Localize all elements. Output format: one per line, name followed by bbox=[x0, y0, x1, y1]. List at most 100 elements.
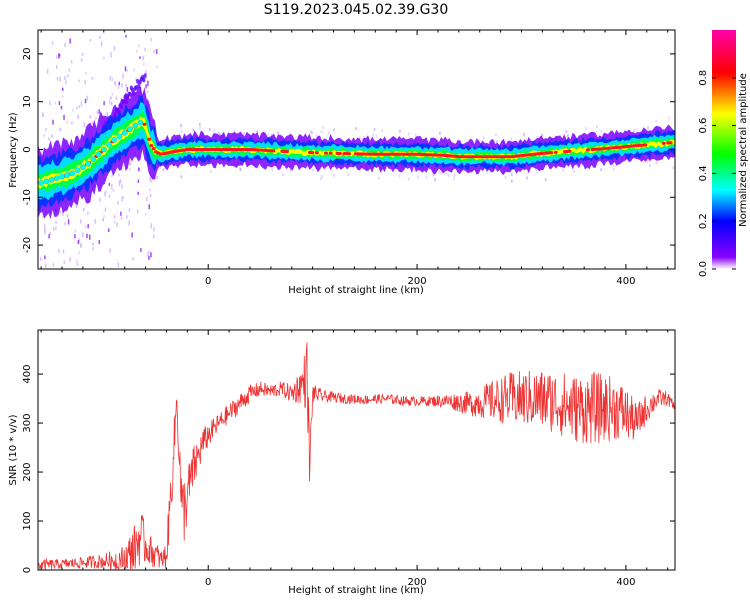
spectrogram-noise-cell bbox=[113, 215, 116, 219]
spectrogram-noise-cell bbox=[155, 65, 158, 69]
spectrogram-peak-cell bbox=[111, 137, 118, 143]
spectrogram-secondary-cell bbox=[142, 77, 146, 83]
spectrogram-noise-cell bbox=[61, 95, 64, 99]
y-tick-label: 200 bbox=[22, 462, 33, 481]
spectrogram-noise-cell bbox=[113, 45, 116, 51]
spectrogram-noise-cell bbox=[75, 202, 78, 208]
spectrogram-noise-cell bbox=[110, 102, 113, 106]
spectrogram-noise-cell bbox=[282, 173, 284, 177]
spectrogram-noise-cell bbox=[347, 172, 350, 176]
x-tick-label: 400 bbox=[616, 276, 635, 287]
spectrogram-noise-cell bbox=[198, 162, 201, 166]
spectrogram-noise-cell bbox=[149, 188, 151, 192]
spectrogram-noise-cell bbox=[60, 105, 63, 109]
spectrogram-noise-cell bbox=[144, 212, 147, 216]
spectrogram-noise-cell bbox=[104, 207, 107, 212]
spectrogram-noise-cell bbox=[48, 234, 50, 239]
spectrogram-noise-cell bbox=[417, 175, 419, 179]
colorbar-tick-label: 0.8 bbox=[698, 70, 709, 86]
spectrogram-noise-cell bbox=[511, 179, 513, 183]
spectrogram-noise-cell bbox=[100, 41, 103, 47]
spectrogram-noise-cell bbox=[414, 133, 417, 137]
spectrogram-noise-cell bbox=[526, 176, 528, 180]
spectrogram-noise-cell bbox=[49, 232, 51, 236]
spectrogram-noise-cell bbox=[103, 56, 105, 60]
spectrogram-noise-cell bbox=[149, 103, 151, 108]
spectrogram-noise-cell bbox=[110, 52, 112, 58]
colorbar-gradient bbox=[712, 30, 736, 269]
spectrogram-noise-cell bbox=[147, 253, 149, 257]
spectrogram-noise-cell bbox=[218, 131, 220, 135]
spectrogram-noise-cell bbox=[91, 76, 94, 80]
spectrogram-noise-cell bbox=[144, 48, 146, 52]
spectrogram-noise-cell bbox=[210, 169, 212, 173]
spectrogram-noise-cell bbox=[154, 176, 157, 180]
spectrogram-noise-cell bbox=[68, 69, 71, 72]
spectrogram-peak-cell bbox=[132, 122, 138, 129]
spectrogram-noise-cell bbox=[142, 55, 144, 61]
spectrogram-noise-cell bbox=[55, 220, 57, 224]
spectrogram-noise-cell bbox=[149, 177, 151, 181]
spectrogram-noise-cell bbox=[86, 233, 88, 239]
spectrogram-noise-cell bbox=[99, 35, 101, 40]
spectrogram-noise-cell bbox=[88, 234, 91, 240]
y-tick-label: 100 bbox=[22, 511, 33, 530]
spectrogram-noise-cell bbox=[137, 179, 140, 183]
spectrogram-noise-cell bbox=[103, 214, 105, 218]
spectrogram-noise-cell bbox=[305, 165, 308, 169]
spectrogram-noise-cell bbox=[233, 129, 236, 133]
spectrogram-noise-cell bbox=[361, 138, 364, 142]
spectrogram-peak-cell bbox=[149, 143, 154, 148]
spectrogram-noise-cell bbox=[150, 252, 152, 258]
snr-frame bbox=[37, 329, 676, 571]
spectrogram-noise-cell bbox=[111, 92, 114, 96]
spectrogram-noise-cell bbox=[105, 190, 107, 194]
spectrogram-noise-cell bbox=[359, 136, 361, 140]
spectrogram-panel: 0 200 400 -20 -10 0 10 20 Height of straight li… bbox=[8, 29, 676, 296]
spectrogram-noise-cell bbox=[219, 132, 221, 136]
spectrogram-noise-cell bbox=[76, 106, 78, 110]
spectrogram-noise-cell bbox=[114, 81, 116, 85]
spectrogram-noise-cell bbox=[439, 131, 441, 135]
spectrogram-noise-cell bbox=[74, 234, 76, 239]
spectrogram-noise-cell bbox=[66, 120, 69, 124]
spectrogram-peak-cell bbox=[100, 146, 107, 153]
spectrogram-noise-cell bbox=[150, 223, 153, 229]
spectrogram-noise-cell bbox=[84, 225, 87, 229]
spectrogram-noise-cell bbox=[137, 191, 139, 195]
spectrogram-noise-cell bbox=[311, 130, 314, 134]
spectrogram-noise-cell bbox=[407, 132, 410, 136]
spectrogram-noise-cell bbox=[155, 49, 158, 55]
spectrogram-noise-cell bbox=[672, 166, 674, 170]
spectrogram-peak-cell bbox=[314, 151, 319, 155]
spectrogram-noise-cell bbox=[632, 129, 635, 133]
spectrogram-noise-cell bbox=[256, 130, 259, 134]
y-tick-label: 10 bbox=[22, 95, 33, 108]
spectrogram-noise-cell bbox=[315, 133, 318, 137]
spectrogram-noise-cell bbox=[111, 174, 113, 178]
spectrogram-noise-cell bbox=[180, 124, 182, 128]
spectrogram-noise-cell bbox=[413, 168, 415, 172]
spectrogram-noise-cell bbox=[407, 177, 410, 181]
snr-x-axis-label: Height of straight line (km) bbox=[288, 585, 424, 596]
spectrogram-noise-cell bbox=[61, 211, 64, 216]
spectrogram-noise-cell bbox=[87, 224, 89, 229]
spectrogram-peak-cell bbox=[90, 156, 97, 162]
spectrogram-noise-cell bbox=[77, 114, 79, 120]
spectrogram-noise-cell bbox=[310, 130, 312, 134]
spectrogram-noise-cell bbox=[180, 175, 183, 179]
spectrogram-peak-cell bbox=[643, 143, 648, 147]
spectrogram-noise-cell bbox=[77, 239, 80, 245]
spectrogram-noise-cell bbox=[78, 79, 80, 83]
spectrogram-noise-cell bbox=[67, 219, 70, 225]
spectrogram-noise-cell bbox=[104, 191, 106, 197]
spectrogram-noise-cell bbox=[76, 262, 79, 266]
spectrogram-noise-cell bbox=[128, 220, 130, 226]
spectrogram-noise-cell bbox=[53, 212, 55, 217]
y-tick-label: 400 bbox=[22, 365, 33, 384]
spectrogram-noise-cell bbox=[69, 256, 71, 262]
spectrogram-noise-cell bbox=[125, 34, 127, 38]
spectrogram-noise-cell bbox=[85, 71, 87, 75]
spectrogram-noise-cell bbox=[213, 129, 216, 133]
spectrogram-noise-cell bbox=[136, 209, 139, 214]
